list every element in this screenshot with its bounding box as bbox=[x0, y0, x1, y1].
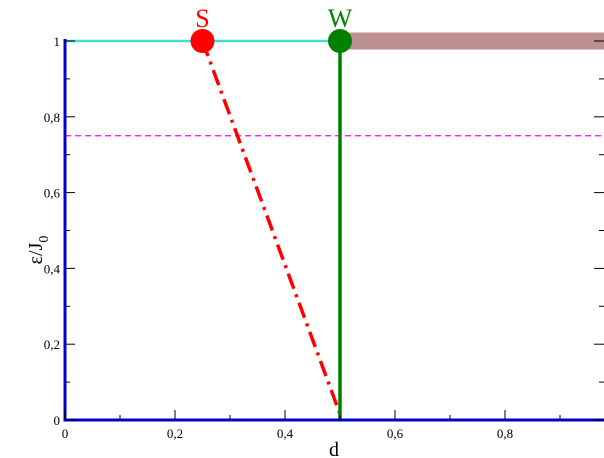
y-axis-label-group: ε/J0 bbox=[25, 236, 52, 265]
x-tick-label: 0 bbox=[62, 426, 69, 441]
x-axis-label: d bbox=[329, 439, 339, 458]
x-tick-label: 0,6 bbox=[387, 426, 404, 441]
y-tick-label: 0,4 bbox=[44, 261, 61, 276]
y-tick-label: 0,8 bbox=[44, 110, 60, 125]
y-tick-label: 0 bbox=[54, 413, 61, 428]
y-tick-label: 1 bbox=[54, 34, 61, 49]
axes: 0 0,2 0,4 0,6 0,8 0 0,2 0,4 0,6 0,8 1 bbox=[44, 34, 604, 441]
point-marker-s bbox=[190, 29, 215, 53]
y-axis-label-main: ε/J bbox=[25, 242, 47, 264]
x-tick-label: 0,4 bbox=[277, 426, 294, 441]
point-label-w: W bbox=[328, 4, 353, 33]
x-tick-label: 0,2 bbox=[167, 426, 183, 441]
y-tick-label: 0,6 bbox=[44, 186, 61, 201]
series-red-dashdot bbox=[200, 40, 342, 415]
point-marker-w bbox=[328, 29, 352, 53]
y-axis-label-subscript: 0 bbox=[37, 236, 52, 243]
y-tick-label: 0,2 bbox=[44, 337, 60, 352]
x-tick-label: 0,8 bbox=[497, 426, 513, 441]
plot-lines bbox=[65, 32, 604, 420]
y-axis-label: ε/J0 bbox=[25, 236, 52, 265]
point-label-s: S bbox=[195, 4, 209, 33]
